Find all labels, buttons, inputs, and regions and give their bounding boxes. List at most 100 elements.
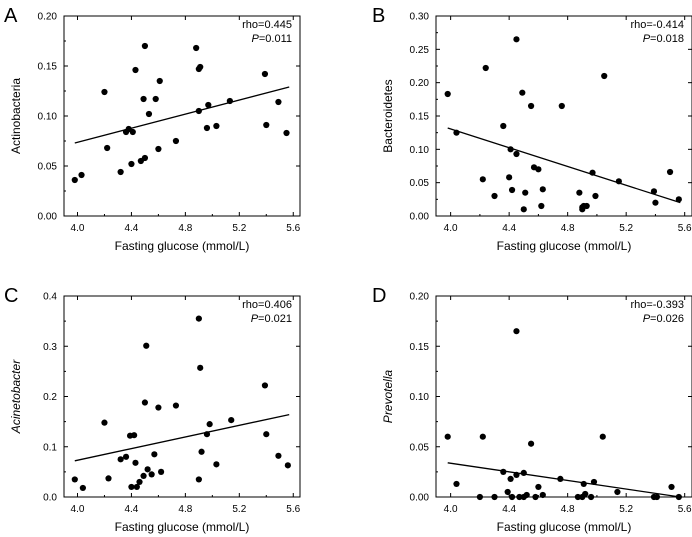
data-point bbox=[203, 431, 211, 438]
x-tick-label: 5.6 bbox=[678, 223, 692, 234]
y-tick-label: 0.10 bbox=[410, 145, 430, 156]
data-point bbox=[527, 102, 535, 110]
data-point bbox=[444, 433, 451, 440]
data-point bbox=[148, 471, 155, 478]
x-axis-title: Fasting glucose (mmol/L) bbox=[497, 520, 632, 534]
y-tick-label: 0.00 bbox=[410, 212, 430, 223]
data-point bbox=[615, 178, 622, 185]
x-tick-label: 4.4 bbox=[124, 223, 138, 234]
panel-a: A 0.00 0.05 0.10 0.15 0.20 4.0 4.4 4.8 5.2 5.6 Fast… bbox=[4, 5, 301, 253]
data-point bbox=[574, 493, 581, 501]
data-point bbox=[195, 315, 202, 322]
regression-line bbox=[447, 127, 681, 204]
data-point bbox=[506, 174, 513, 181]
data-point bbox=[675, 196, 682, 203]
data-point bbox=[78, 171, 85, 179]
data-point bbox=[157, 468, 165, 475]
data-point bbox=[132, 66, 139, 74]
x-tick-label: 5.2 bbox=[232, 504, 246, 515]
y-tick-label: 0.00 bbox=[38, 212, 58, 223]
data-point bbox=[453, 129, 460, 136]
x-tick-label: 5.6 bbox=[286, 504, 300, 515]
data-point bbox=[519, 89, 526, 96]
data-point bbox=[140, 95, 147, 103]
panel-b: B 0.00 0.05 0.10 0.15 0.20 0.25 0.30 4.0 4.4 4.8 5.… bbox=[372, 5, 692, 253]
data-point bbox=[538, 202, 545, 210]
rho-annotation: rho=0.445 bbox=[242, 19, 292, 31]
p-label: P bbox=[251, 313, 259, 325]
data-point bbox=[104, 144, 111, 152]
p-value-annotation: P=0.021 bbox=[251, 313, 292, 325]
data-point bbox=[507, 146, 514, 153]
p-label: P bbox=[643, 313, 651, 325]
data-point bbox=[284, 462, 291, 469]
plot-frame bbox=[435, 15, 692, 217]
data-point bbox=[650, 188, 658, 195]
y-tick-label: 0.2 bbox=[43, 392, 57, 403]
data-point bbox=[592, 192, 599, 200]
data-point bbox=[105, 475, 112, 482]
data-point bbox=[172, 402, 180, 409]
data-point bbox=[479, 433, 486, 440]
data-point bbox=[195, 476, 202, 483]
x-tick-label: 4.0 bbox=[444, 504, 458, 515]
x-tick-label: 4.0 bbox=[71, 223, 85, 234]
x-tick-label: 5.6 bbox=[678, 504, 692, 515]
x-tick-label: 4.4 bbox=[124, 504, 138, 515]
data-point bbox=[523, 491, 530, 499]
data-point bbox=[141, 42, 149, 50]
data-point bbox=[513, 471, 520, 478]
data-point bbox=[151, 451, 158, 458]
data-point bbox=[140, 472, 147, 479]
data-point bbox=[101, 88, 108, 96]
data-point bbox=[213, 122, 220, 130]
data-point bbox=[136, 478, 143, 486]
data-point bbox=[193, 44, 200, 52]
y-tick-label: 0.20 bbox=[410, 78, 430, 89]
p-value-annotation: P=0.018 bbox=[643, 33, 684, 45]
panel-letter: C bbox=[4, 285, 18, 307]
y-tick-label: 0.15 bbox=[410, 342, 430, 353]
y-tick-label: 0.0 bbox=[43, 493, 57, 504]
panel-c: C 0.0 0.1 0.2 0.3 0.4 4.0 4.4 4.8 5.2 5.6 Fasting g… bbox=[4, 285, 301, 534]
plot-frame bbox=[63, 295, 301, 498]
data-point bbox=[145, 110, 153, 118]
data-point bbox=[504, 488, 511, 496]
data-point bbox=[539, 186, 546, 193]
data-point bbox=[652, 199, 659, 206]
data-point bbox=[117, 168, 124, 176]
data-point bbox=[582, 490, 589, 498]
x-tick-label: 4.4 bbox=[502, 504, 516, 515]
data-point bbox=[653, 493, 660, 501]
data-point bbox=[558, 102, 565, 110]
data-point bbox=[532, 493, 539, 501]
y-tick-label: 0.30 bbox=[410, 12, 430, 23]
p-value-annotation: P=0.026 bbox=[643, 313, 684, 325]
data-point bbox=[583, 202, 590, 210]
data-point bbox=[580, 480, 587, 488]
data-point bbox=[206, 421, 213, 428]
x-tick-label: 4.0 bbox=[71, 504, 85, 515]
y-axis-title: Bacteroidetes bbox=[381, 79, 395, 152]
y-tick-label: 0.20 bbox=[410, 292, 430, 303]
data-point bbox=[275, 452, 282, 459]
data-point bbox=[444, 90, 451, 98]
plot-frame bbox=[63, 15, 301, 217]
y-tick-label: 0.3 bbox=[43, 342, 57, 353]
data-point bbox=[132, 459, 139, 466]
p-value-annotation: P=0.011 bbox=[252, 33, 292, 45]
data-point bbox=[590, 478, 598, 486]
regression-line bbox=[74, 413, 290, 462]
data-point bbox=[128, 483, 135, 491]
data-point bbox=[500, 122, 507, 130]
data-point bbox=[155, 145, 162, 153]
x-tick-label: 4.8 bbox=[178, 223, 192, 234]
data-point bbox=[197, 63, 204, 71]
p-value: =0.011 bbox=[259, 33, 292, 45]
p-value: =0.021 bbox=[258, 313, 292, 325]
data-point bbox=[205, 101, 212, 109]
panel-letter: A bbox=[4, 5, 18, 27]
data-point bbox=[141, 399, 149, 406]
rho-annotation: rho=0.406 bbox=[242, 299, 292, 311]
panel-letter: B bbox=[372, 5, 385, 27]
